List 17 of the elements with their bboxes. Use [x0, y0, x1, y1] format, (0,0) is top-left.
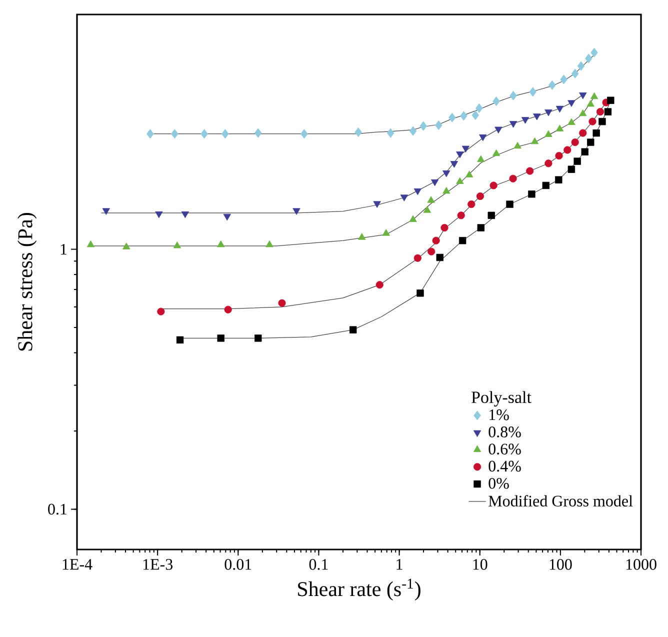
y-axis-title: Shear stress (Pa) [18, 212, 37, 351]
legend-title: Poly-salt [472, 391, 532, 407]
legend-label: 0.6% [488, 444, 521, 455]
x-tick-label: 1E-4 [62, 559, 92, 570]
x-tick-label: 1 [396, 559, 402, 570]
x-axis-title: Shear rate (s$^{-1}$) [298, 578, 420, 600]
x-tick-label: 100 [550, 559, 572, 570]
legend-label: 0.8% [488, 426, 521, 438]
x-tick-label: 10 [473, 559, 488, 570]
x-tick-label: 0.1 [309, 559, 328, 570]
legend-label: 0.4% [488, 460, 521, 472]
legend-label: 1% [490, 409, 509, 420]
x-tick-label: 0.01 [224, 559, 252, 570]
legend-label: Modified Gross model [488, 495, 633, 507]
x-tick-label: 1000 [626, 559, 656, 570]
x-tick-label: 1E-3 [143, 559, 172, 570]
legend-label: 0% [488, 478, 509, 489]
